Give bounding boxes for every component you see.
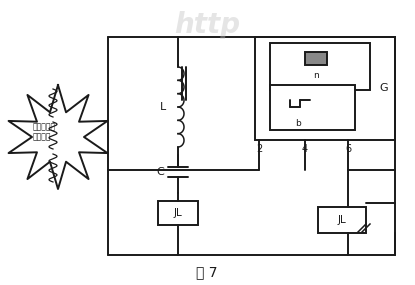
Text: 图 7: 图 7 [196, 265, 218, 279]
Text: JL: JL [173, 208, 182, 218]
Text: n: n [313, 72, 319, 80]
Bar [270, 85, 355, 130]
Text: http: http [174, 11, 240, 39]
Text: 互感器开口
三角绕组: 互感器开口 三角绕组 [33, 122, 56, 142]
Bar [305, 52, 327, 65]
Text: C: C [156, 167, 164, 177]
Bar [270, 43, 370, 90]
Text: L: L [160, 102, 166, 112]
Bar [255, 37, 395, 140]
Bar [158, 201, 198, 225]
Bar [318, 207, 366, 233]
Text: 4: 4 [302, 144, 308, 154]
Text: b: b [295, 119, 301, 129]
Text: 6: 6 [345, 144, 351, 154]
Text: G: G [379, 83, 388, 93]
Text: JL: JL [338, 215, 347, 225]
Text: 2: 2 [256, 144, 262, 154]
